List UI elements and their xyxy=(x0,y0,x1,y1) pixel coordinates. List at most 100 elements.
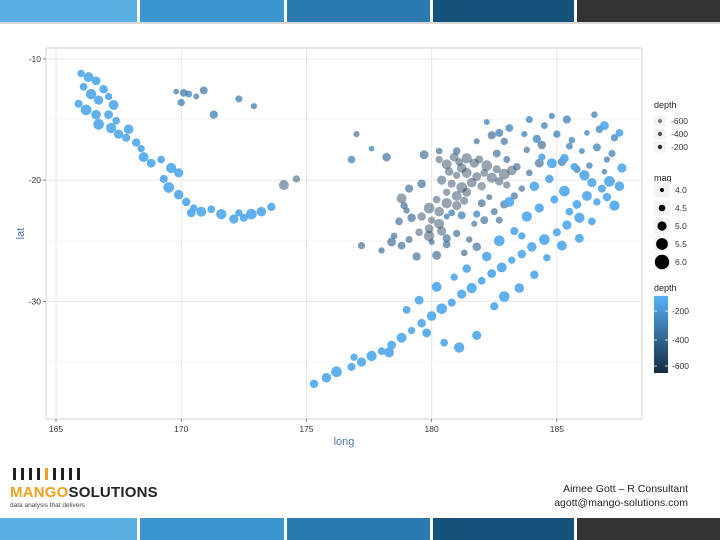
data-point xyxy=(235,209,243,217)
data-point xyxy=(292,175,301,183)
data-point xyxy=(490,302,499,311)
data-point xyxy=(426,311,437,321)
data-point xyxy=(572,199,582,209)
data-point xyxy=(559,153,569,163)
data-point xyxy=(460,249,468,257)
data-point xyxy=(481,160,493,171)
data-point xyxy=(216,208,227,220)
data-point xyxy=(456,182,468,193)
data-point xyxy=(562,220,572,230)
data-point xyxy=(512,162,521,171)
data-point xyxy=(423,202,435,214)
legend-size-label: 6.0 xyxy=(675,257,687,267)
data-point xyxy=(417,179,426,189)
data-point xyxy=(565,207,574,216)
data-point xyxy=(163,182,175,193)
data-point xyxy=(472,330,482,340)
data-point xyxy=(207,205,216,214)
data-point xyxy=(556,240,567,251)
data-point xyxy=(574,233,584,243)
data-point xyxy=(196,206,207,217)
data-point xyxy=(495,216,503,224)
data-point xyxy=(434,206,444,217)
data-point xyxy=(173,189,184,200)
data-point xyxy=(173,88,180,95)
data-point xyxy=(504,197,515,207)
data-point xyxy=(104,92,113,101)
bottom-bar-segment xyxy=(0,518,138,540)
data-point xyxy=(447,298,456,307)
data-point xyxy=(460,196,469,205)
legend-size-key xyxy=(660,188,664,192)
data-point xyxy=(538,153,546,161)
top-bar-segment xyxy=(432,0,574,22)
data-point xyxy=(457,289,467,299)
data-point xyxy=(278,180,289,190)
data-point xyxy=(481,251,492,262)
data-point xyxy=(309,379,319,389)
data-point xyxy=(239,213,248,222)
data-point xyxy=(83,72,94,83)
data-point xyxy=(510,192,518,200)
data-point xyxy=(603,156,611,163)
data-point xyxy=(114,129,124,139)
data-point xyxy=(471,220,478,227)
data-point xyxy=(472,242,482,252)
x-tick-label: 165 xyxy=(49,424,63,434)
data-point xyxy=(79,82,88,91)
data-point xyxy=(477,276,486,285)
data-point xyxy=(435,147,443,155)
data-point xyxy=(402,306,411,314)
data-point xyxy=(424,224,434,234)
data-point xyxy=(246,208,257,220)
data-point xyxy=(229,214,239,224)
x-tick-label: 170 xyxy=(174,424,188,434)
data-point xyxy=(486,194,493,201)
data-point xyxy=(530,270,539,279)
data-point xyxy=(177,98,185,107)
legend-alpha-title: depth xyxy=(654,100,677,110)
data-point xyxy=(442,188,451,196)
data-point xyxy=(441,159,452,170)
data-point xyxy=(405,236,413,244)
data-point xyxy=(574,212,585,223)
data-point xyxy=(436,303,448,315)
data-point xyxy=(417,318,426,328)
data-point xyxy=(412,252,421,261)
data-point xyxy=(492,149,501,158)
data-point xyxy=(99,84,108,94)
data-point xyxy=(93,95,104,105)
data-point xyxy=(440,338,449,347)
data-point xyxy=(104,110,114,120)
data-point xyxy=(578,148,585,155)
logo-bar xyxy=(13,468,16,480)
y-axis-label: lat xyxy=(15,228,27,240)
y-tick-label: -30 xyxy=(29,296,42,306)
legend-size-title: mag xyxy=(654,173,672,183)
data-point xyxy=(469,158,479,168)
bottom-bar-segment xyxy=(576,518,720,540)
data-point xyxy=(486,172,497,183)
data-point xyxy=(503,156,511,164)
data-point xyxy=(414,295,424,305)
presenter-name: Aimee Gott – R Consultant xyxy=(563,483,688,495)
data-point xyxy=(537,140,547,150)
legend-color-label: -400 xyxy=(672,335,689,345)
data-point xyxy=(498,291,510,302)
data-point xyxy=(581,190,592,201)
data-point xyxy=(521,130,528,138)
y-tick-label: -20 xyxy=(29,175,42,185)
data-point xyxy=(437,226,447,236)
data-point xyxy=(423,230,435,242)
bottom-bar-segment xyxy=(432,518,574,540)
data-point xyxy=(540,122,548,130)
bottom-brand-bar xyxy=(0,518,720,540)
data-point xyxy=(80,104,92,116)
data-point xyxy=(602,192,612,202)
data-point xyxy=(525,115,533,124)
data-point xyxy=(546,158,557,169)
data-point xyxy=(538,234,550,245)
data-point xyxy=(347,362,356,371)
data-point xyxy=(617,163,627,173)
data-point xyxy=(517,249,527,259)
